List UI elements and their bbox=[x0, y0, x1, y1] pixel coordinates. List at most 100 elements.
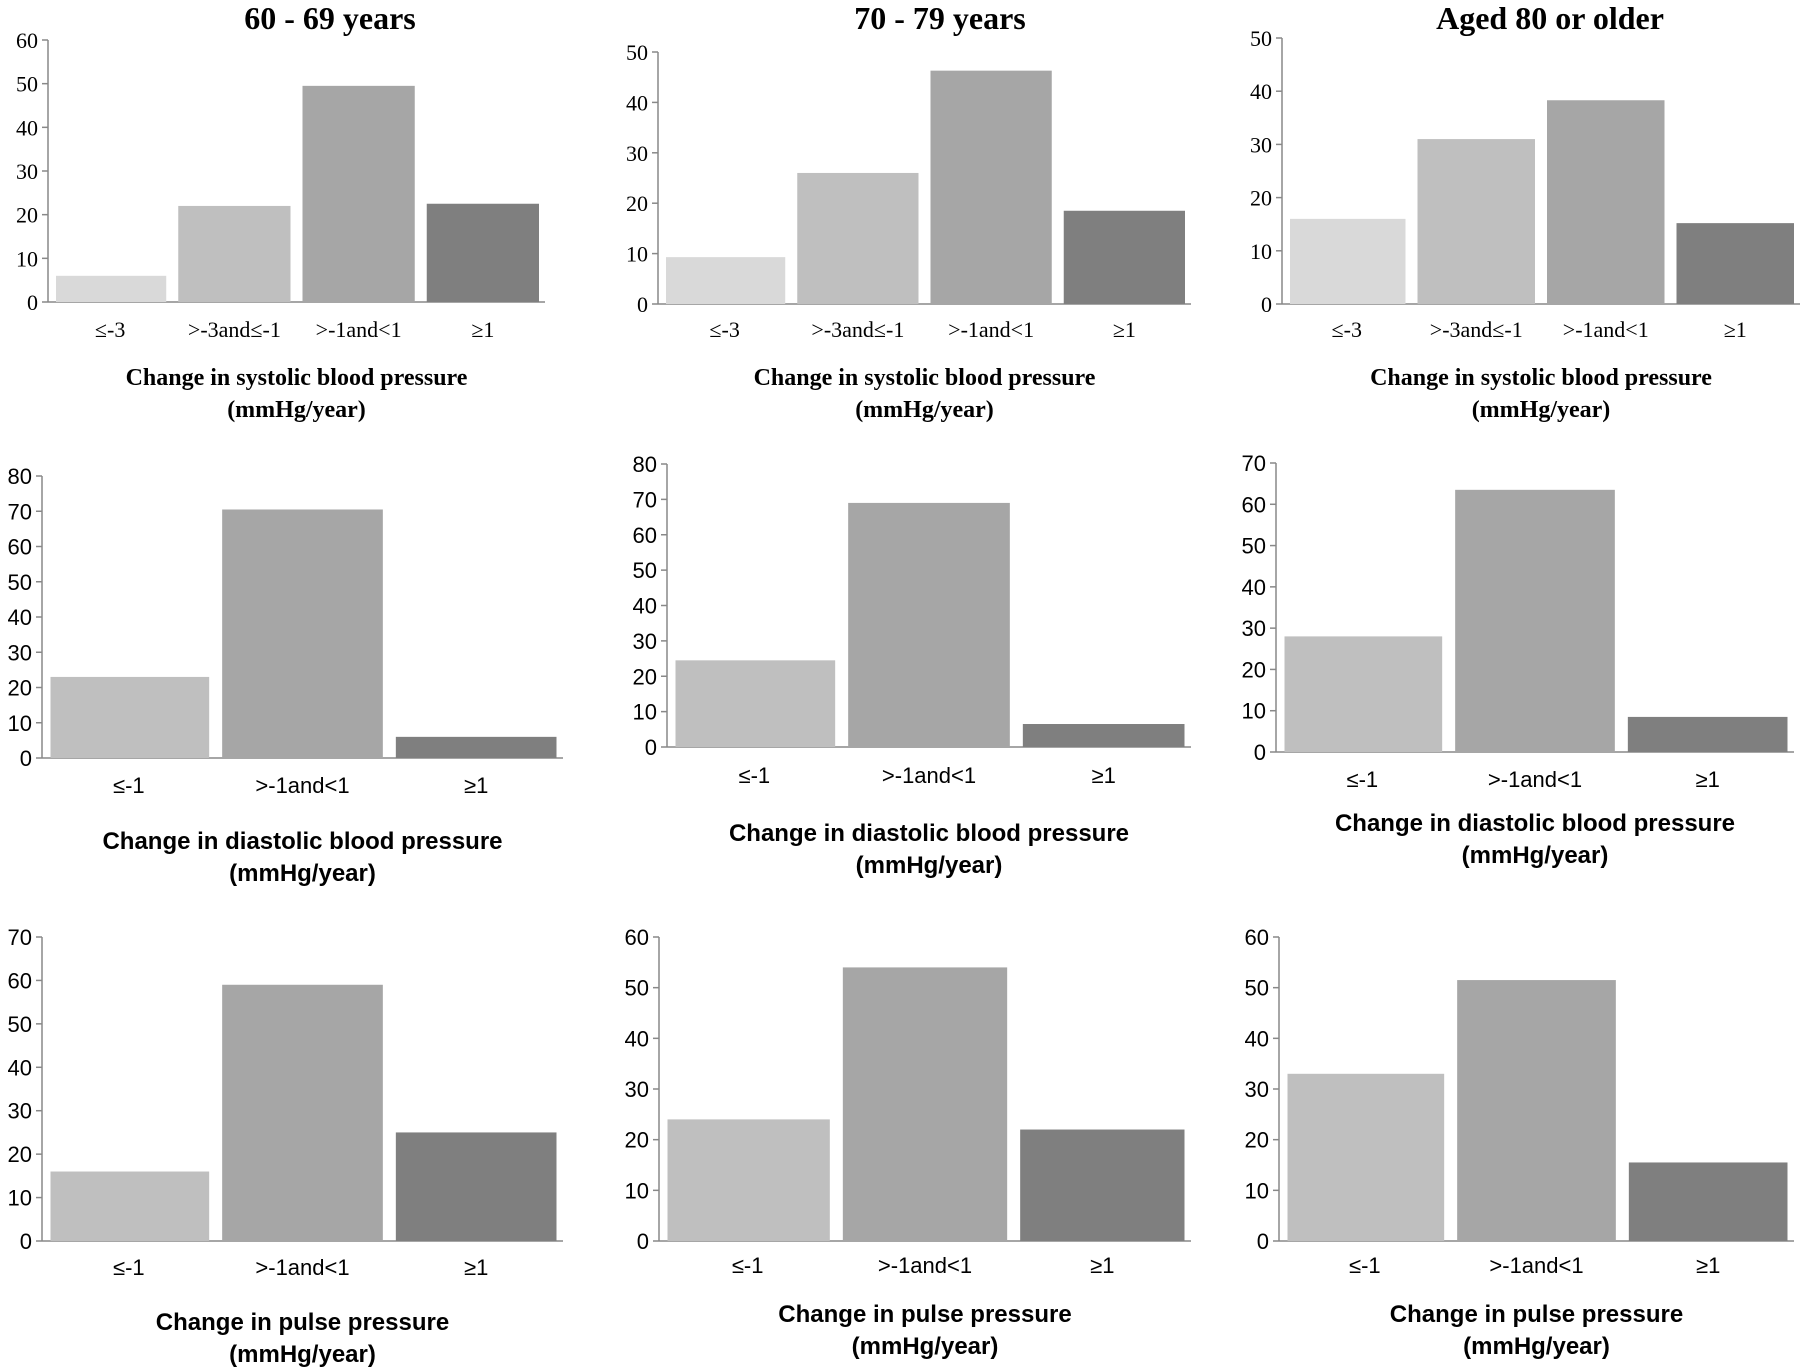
bar-2 bbox=[395, 736, 557, 758]
bar-2 bbox=[930, 70, 1052, 304]
y-tick-label: 20 bbox=[626, 191, 648, 216]
y-tick-label: 0 bbox=[637, 292, 648, 317]
x-category-label: ≤-1 bbox=[1349, 1253, 1381, 1278]
bar-1 bbox=[797, 172, 919, 304]
x-axis-unit: (mmHg/year) bbox=[851, 1333, 999, 1360]
y-tick-label: 80 bbox=[8, 464, 32, 489]
y-tick-label: 60 bbox=[8, 535, 32, 560]
x-category-label: >-1and<1 bbox=[316, 317, 402, 342]
y-tick-label: 0 bbox=[20, 1229, 32, 1254]
y-tick-label: 40 bbox=[626, 90, 648, 115]
y-tick-label: 40 bbox=[625, 1026, 649, 1051]
x-axis-title-line: Change in systolic blood pressure bbox=[125, 365, 468, 391]
x-category-label: >-1and<1 bbox=[948, 317, 1034, 342]
y-tick-label: 10 bbox=[626, 242, 648, 267]
x-axis-title-line: Change in pulse pressure bbox=[778, 1301, 1072, 1328]
y-tick-label: 0 bbox=[20, 746, 32, 771]
x-category-label: >-1and<1 bbox=[255, 1255, 349, 1280]
x-axis-title: Change in systolic blood pressure (mmHg/y… bbox=[1291, 362, 1791, 426]
y-tick-label: 20 bbox=[1242, 657, 1266, 682]
x-category-label: ≥1 bbox=[471, 317, 494, 342]
x-axis-title: Change in systolic blood pressure (mmHg/y… bbox=[675, 362, 1175, 426]
y-tick-label: 0 bbox=[645, 735, 657, 760]
x-axis-unit: (mmHg/year) bbox=[1461, 842, 1609, 869]
x-category-label: >-3and≤-1 bbox=[811, 317, 904, 342]
bar-1 bbox=[1457, 980, 1616, 1241]
y-tick-label: 40 bbox=[1242, 575, 1266, 600]
y-tick-label: 0 bbox=[637, 1229, 649, 1254]
x-category-label: ≥1 bbox=[1090, 1253, 1114, 1278]
bar-1 bbox=[1455, 489, 1615, 752]
y-tick-label: 20 bbox=[1250, 186, 1272, 211]
x-axis-unit: (mmHg/year) bbox=[1471, 397, 1611, 423]
y-tick-label: 80 bbox=[633, 452, 657, 477]
bar-0 bbox=[50, 676, 210, 758]
x-category-label: ≥1 bbox=[1696, 1253, 1720, 1278]
x-axis-unit: (mmHg/year) bbox=[855, 397, 994, 423]
y-tick-label: 10 bbox=[16, 246, 38, 271]
y-tick-label: 30 bbox=[8, 640, 32, 665]
y-tick-label: 30 bbox=[633, 629, 657, 654]
bar-0 bbox=[1284, 636, 1443, 752]
bar-2 bbox=[1547, 100, 1665, 304]
bar-2 bbox=[1628, 1162, 1788, 1241]
y-tick-label: 10 bbox=[1245, 1178, 1269, 1203]
y-tick-label: 40 bbox=[8, 1055, 32, 1080]
y-tick-label: 60 bbox=[8, 968, 32, 993]
column-title-80-plus: Aged 80 or older bbox=[1436, 0, 1664, 36]
y-tick-label: 20 bbox=[633, 664, 657, 689]
y-tick-label: 50 bbox=[1242, 534, 1266, 559]
y-tick-label: 30 bbox=[1250, 132, 1272, 157]
x-axis-title-line: Change in systolic blood pressure bbox=[1370, 365, 1712, 391]
bar-2 bbox=[1020, 1129, 1185, 1241]
y-tick-label: 50 bbox=[1245, 976, 1269, 1001]
y-tick-label: 30 bbox=[625, 1077, 649, 1102]
y-tick-label: 50 bbox=[8, 570, 32, 595]
x-axis-unit: (mmHg/year) bbox=[229, 1341, 376, 1368]
y-tick-label: 60 bbox=[16, 28, 38, 53]
x-category-label: ≥1 bbox=[1724, 317, 1747, 342]
x-category-label: >-1and<1 bbox=[1488, 767, 1582, 792]
y-tick-label: 0 bbox=[1254, 740, 1266, 765]
x-axis-title-line: Change in diastolic blood pressure bbox=[102, 828, 503, 855]
x-axis-unit: (mmHg/year) bbox=[229, 860, 376, 887]
y-tick-label: 20 bbox=[8, 1142, 32, 1167]
bar-3 bbox=[1063, 210, 1185, 304]
y-tick-label: 60 bbox=[633, 523, 657, 548]
x-axis-title-line: Change in diastolic blood pressure bbox=[728, 820, 1130, 847]
x-category-label: ≤-1 bbox=[1347, 767, 1379, 792]
x-axis-title-line: Change in diastolic blood pressure bbox=[1334, 810, 1736, 837]
y-tick-label: 50 bbox=[626, 40, 648, 65]
column-title-70-79: 70 - 79 years bbox=[854, 0, 1026, 36]
x-category-label: >-3and≤-1 bbox=[188, 317, 281, 342]
bar-2 bbox=[1022, 724, 1185, 747]
bar-2 bbox=[302, 85, 415, 302]
y-tick-label: 40 bbox=[1250, 79, 1272, 104]
y-tick-label: 50 bbox=[16, 72, 38, 97]
y-tick-label: 0 bbox=[1257, 1229, 1269, 1254]
y-tick-label: 20 bbox=[16, 203, 38, 228]
y-tick-label: 10 bbox=[8, 1186, 32, 1211]
x-category-label: ≤-3 bbox=[709, 317, 739, 342]
y-tick-label: 30 bbox=[1242, 616, 1266, 641]
y-tick-label: 10 bbox=[633, 700, 657, 725]
y-tick-label: 10 bbox=[1250, 239, 1272, 264]
y-tick-label: 60 bbox=[625, 925, 649, 950]
x-category-label: ≥1 bbox=[464, 1255, 488, 1280]
x-axis-unit: (mmHg/year) bbox=[1463, 1333, 1610, 1360]
x-axis-title: Change in systolic blood pressure (mmHg/y… bbox=[47, 362, 547, 426]
x-category-label: ≤-3 bbox=[1332, 317, 1362, 342]
x-category-label: >-1and<1 bbox=[878, 1253, 972, 1278]
x-category-label: ≤-1 bbox=[113, 773, 145, 798]
bar-3 bbox=[1676, 223, 1794, 304]
y-tick-label: 70 bbox=[633, 487, 657, 512]
bar-1 bbox=[1417, 139, 1535, 304]
y-tick-label: 70 bbox=[8, 499, 32, 524]
x-axis-title: Change in pulse pressure (mmHg/year) bbox=[1287, 1299, 1787, 1363]
